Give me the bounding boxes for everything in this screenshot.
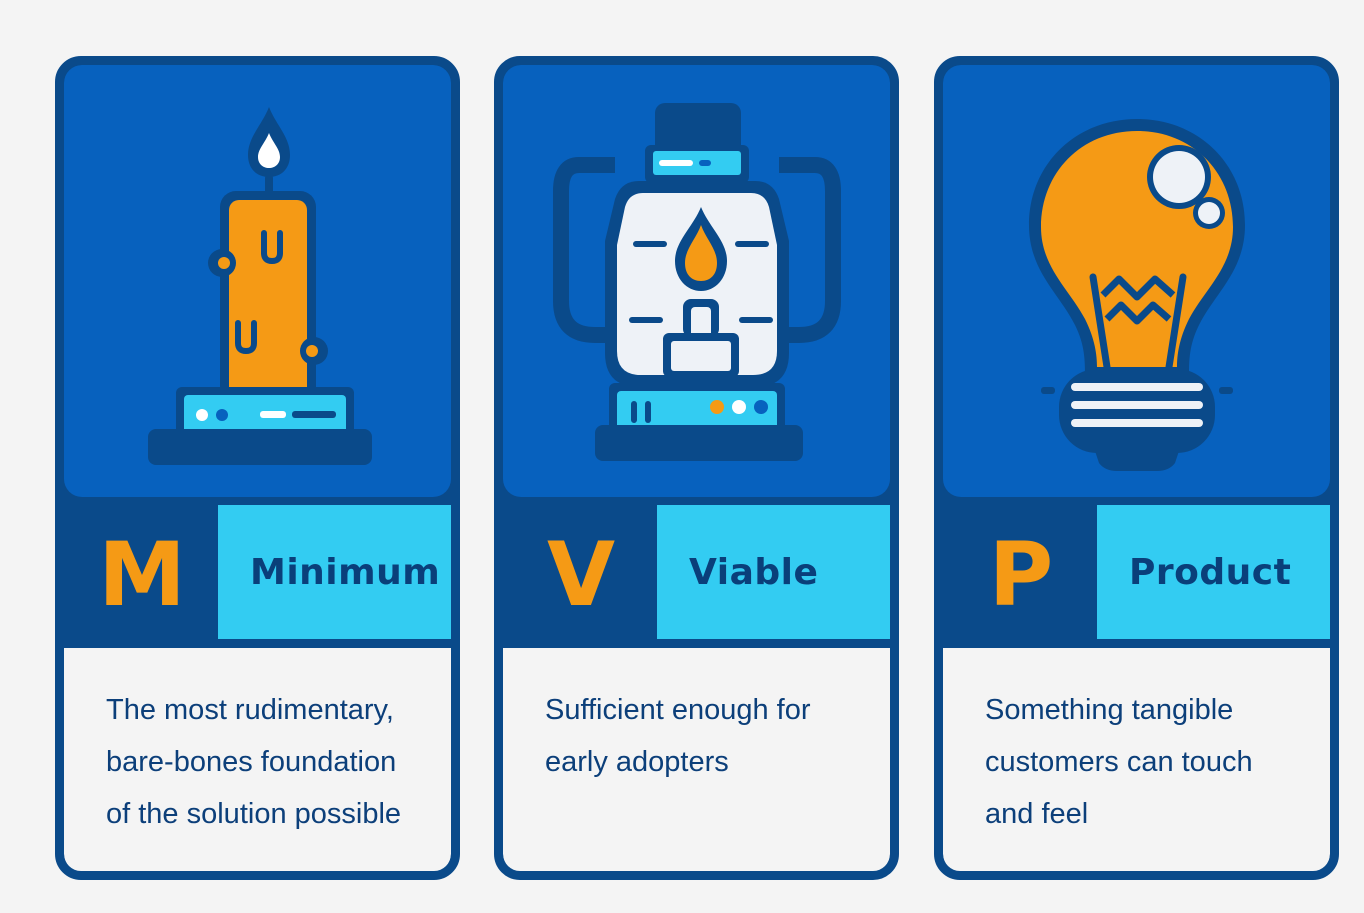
description-line: early adopters bbox=[545, 746, 729, 778]
word-panel: Product bbox=[1097, 505, 1330, 639]
description-line: of the solution possible bbox=[106, 798, 402, 830]
mvp-word: Minimum bbox=[250, 551, 441, 593]
description-panel: The most rudimentary, bare-bones foundat… bbox=[64, 648, 451, 871]
description-line: Something tangible bbox=[985, 694, 1234, 726]
mvp-word: Product bbox=[1129, 551, 1292, 593]
mvp-letter: M bbox=[98, 523, 186, 626]
mvp-word: Viable bbox=[689, 551, 819, 593]
description-line: Sufficient enough for bbox=[545, 694, 811, 726]
mvp-letter: P bbox=[988, 523, 1053, 626]
description-line: and feel bbox=[985, 798, 1089, 830]
card-product: P Product Something tangible customers c… bbox=[934, 56, 1339, 880]
description-line: The most rudimentary, bbox=[106, 694, 394, 726]
illustration-panel bbox=[943, 65, 1330, 497]
word-panel: Minimum bbox=[218, 505, 451, 639]
card-viable: V Viable Sufficient enough for early ado… bbox=[494, 56, 899, 880]
letter-panel: P bbox=[943, 505, 1097, 645]
letter-panel: M bbox=[64, 505, 218, 645]
description-panel: Something tangible customers can touch a… bbox=[943, 648, 1330, 871]
description: The most rudimentary, bare-bones foundat… bbox=[106, 684, 421, 840]
mvp-letter: V bbox=[546, 523, 615, 626]
lightbulb-icon bbox=[1029, 119, 1245, 471]
description-panel: Sufficient enough for early adopters bbox=[503, 648, 890, 871]
illustration-panel bbox=[503, 65, 890, 497]
description: Sufficient enough for early adopters bbox=[545, 684, 860, 788]
lantern-icon bbox=[553, 103, 841, 461]
description-line: customers can touch bbox=[985, 746, 1253, 778]
card-minimum: M Minimum The most rudimentary, bare-bon… bbox=[55, 56, 460, 880]
word-panel: Viable bbox=[657, 505, 890, 639]
letter-panel: V bbox=[503, 505, 657, 645]
description-line: bare-bones foundation bbox=[106, 746, 397, 778]
description: Something tangible customers can touch a… bbox=[985, 684, 1300, 840]
candle-icon bbox=[148, 107, 372, 465]
illustration-panel bbox=[64, 65, 451, 497]
